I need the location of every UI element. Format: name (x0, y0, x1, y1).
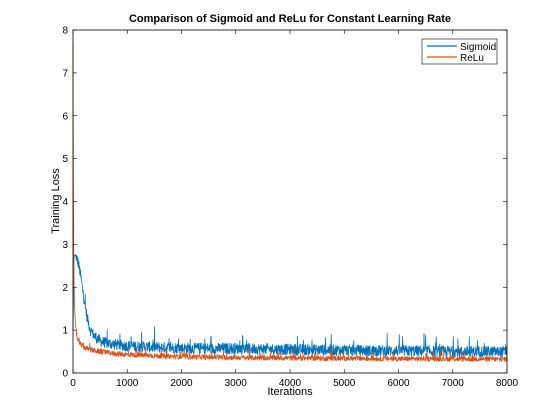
x-tick-label: 1000 (116, 378, 139, 389)
y-tick-label: 4 (62, 197, 68, 208)
y-tick-label: 6 (62, 111, 68, 122)
x-tick-label: 8000 (496, 378, 519, 389)
y-tick-label: 1 (62, 326, 68, 337)
y-tick-label: 2 (62, 283, 68, 294)
x-tick-label: 7000 (442, 378, 465, 389)
legend-label-relu: ReLu (460, 53, 484, 64)
x-tick-label: 5000 (333, 378, 356, 389)
x-tick-label: 3000 (225, 378, 248, 389)
axis-ticks: 0 1000 2000 3000 4000 5000 6000 7000 8000 0 1 2 3 4 5 6… (62, 26, 518, 390)
series-line-relu (72, 42, 508, 363)
legend-box (421, 38, 498, 65)
y-axis-label: Training Loss (50, 168, 62, 234)
x-tick-label: 0 (70, 378, 76, 389)
y-tick-label: 0 (62, 369, 68, 380)
y-tick-label: 3 (62, 240, 68, 251)
series-layer (72, 42, 508, 363)
legend-label-sigmoid: Sigmoid (460, 42, 496, 53)
x-axis-label: Iterations (267, 386, 313, 398)
chart-title: Comparison of Sigmoid and ReLu for Const… (129, 13, 451, 25)
y-tick-label: 5 (62, 154, 68, 165)
y-tick-label: 7 (62, 68, 68, 79)
legend: Sigmoid ReLu (421, 38, 498, 65)
x-tick-label: 4000 (279, 378, 302, 389)
y-tick-label: 8 (62, 26, 68, 37)
x-tick-label: 2000 (170, 378, 193, 389)
x-tick-label: 6000 (387, 378, 410, 389)
